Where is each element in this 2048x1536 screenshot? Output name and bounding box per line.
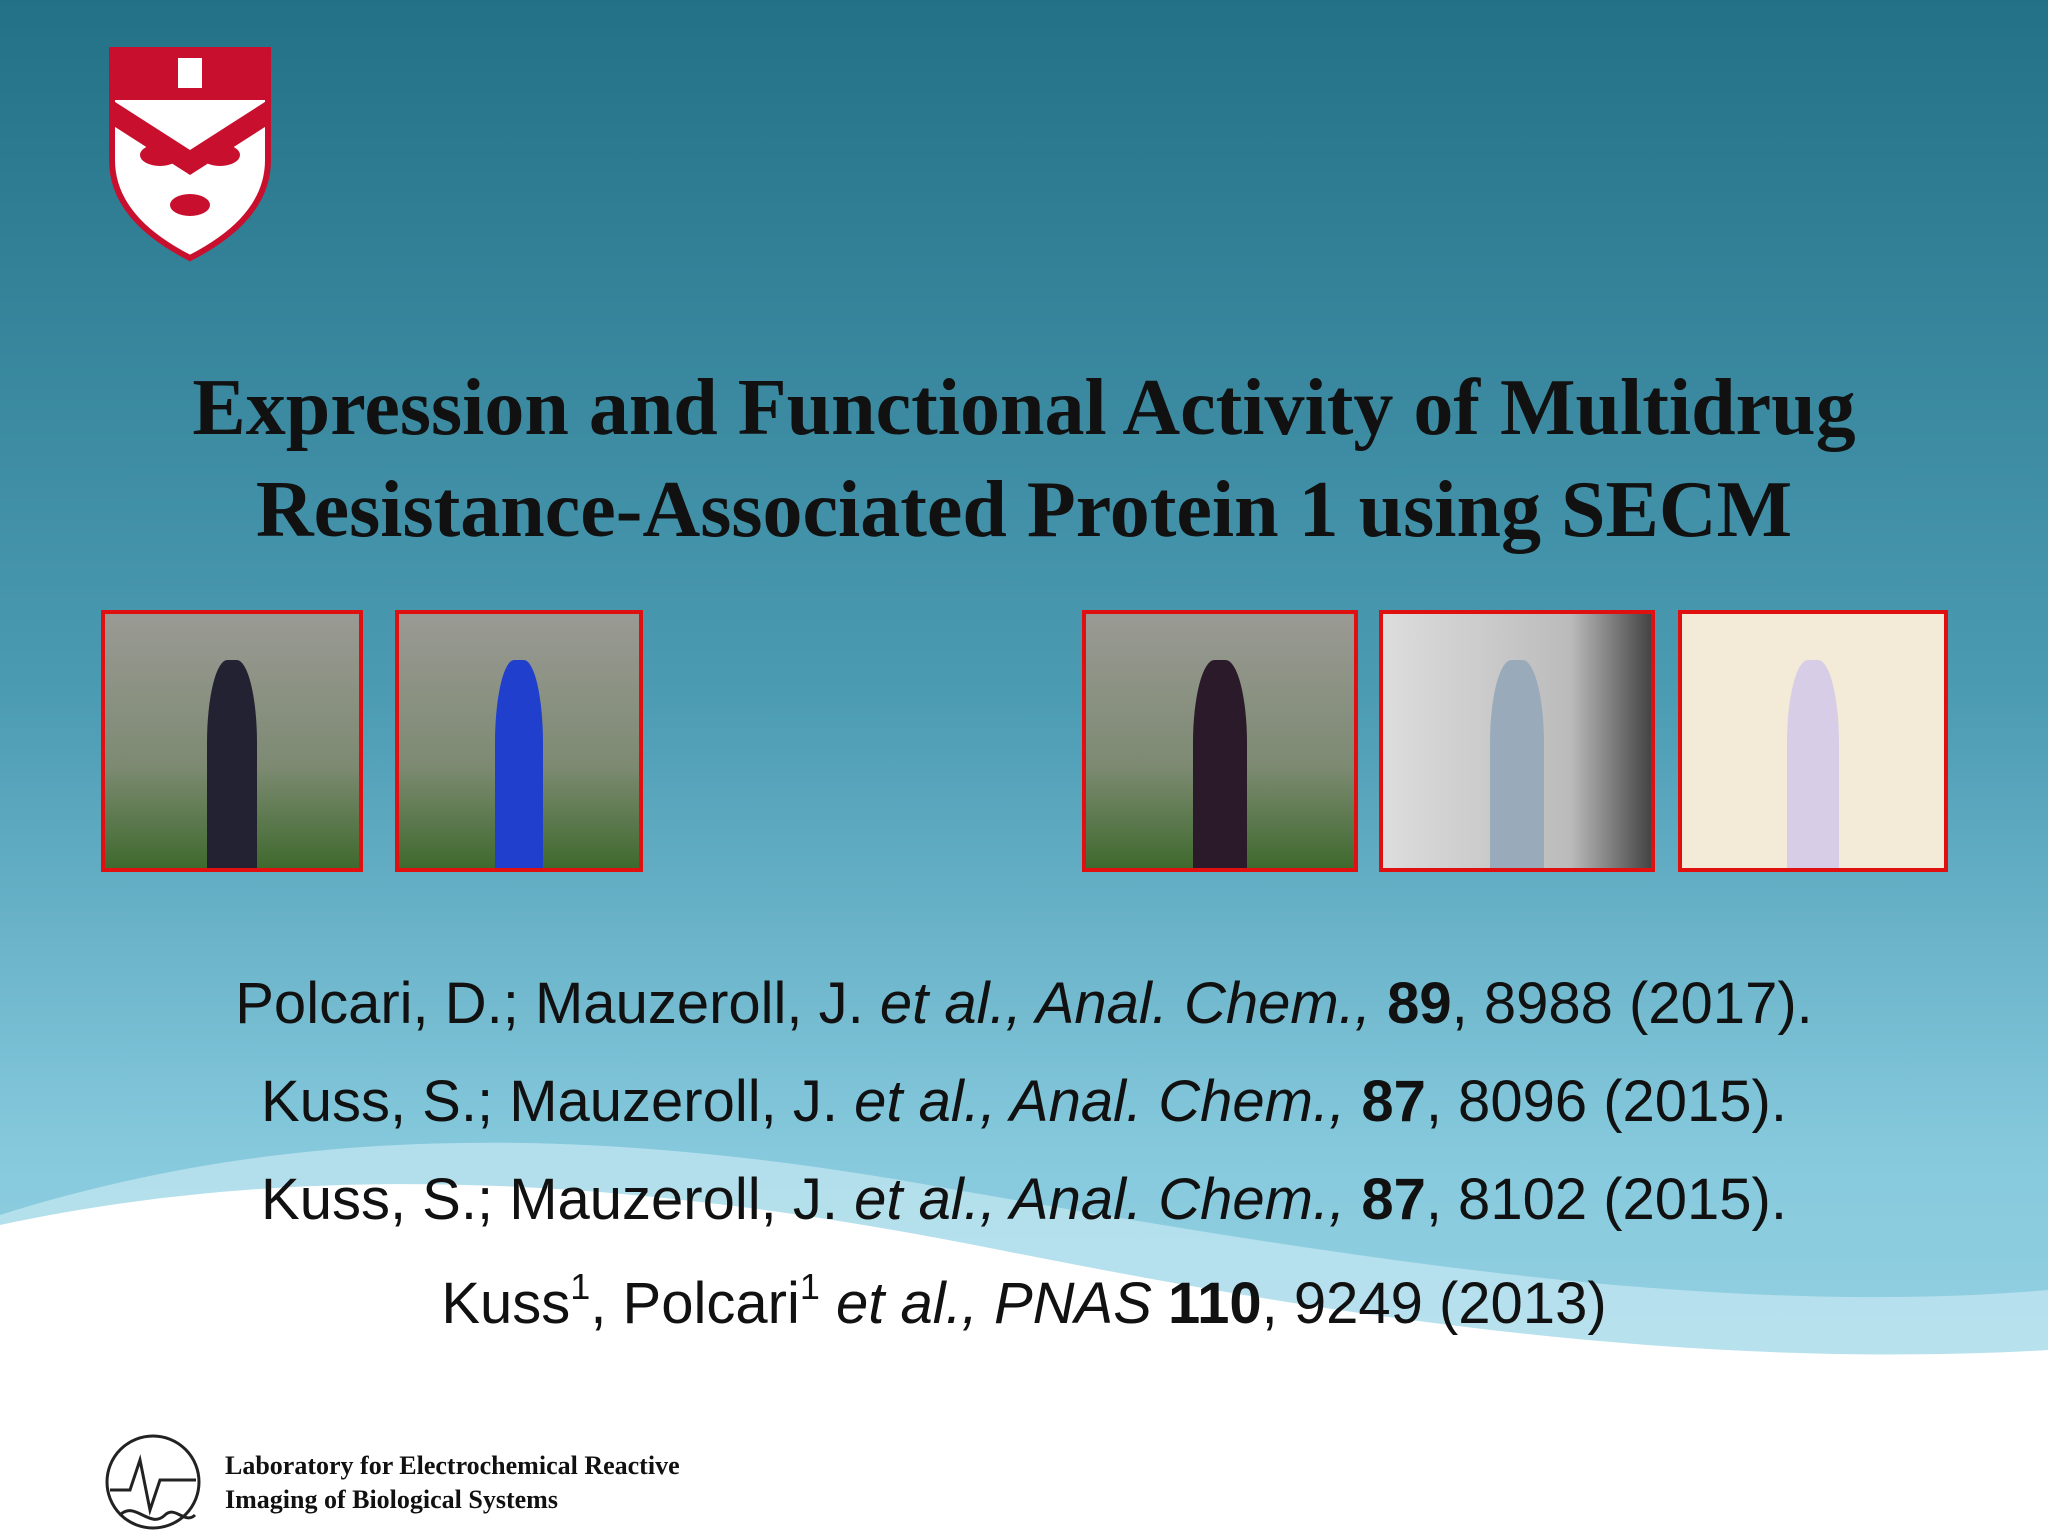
lab-name: Imaging of Biological Systems (225, 1485, 558, 1514)
reference-text: 87 (1361, 1069, 1426, 1134)
reference: Kuss, S.; Mauzeroll, J. et al., Anal. Ch… (0, 1171, 2048, 1229)
reference-text: Kuss, S.; Mauzeroll, J. (261, 1069, 855, 1134)
reference-text: , Polcari (590, 1271, 800, 1336)
reference: Polcari, D.; Mauzeroll, J. et al., Anal.… (0, 975, 2048, 1033)
photo (1082, 610, 1358, 872)
reference-text: Polcari, D.; Mauzeroll, J. (235, 971, 880, 1036)
lab-name: Laboratory for Electrochemical Reactive (225, 1451, 680, 1480)
reference-text: , 8096 (2015). (1425, 1069, 1787, 1134)
title-line: Expression and Functional Activity of Mu… (192, 364, 1856, 452)
reference-text: , 8102 (2015). (1425, 1167, 1787, 1232)
reference-text (1345, 1167, 1361, 1232)
reference-text: et al., Anal. Chem., (854, 1069, 1346, 1134)
reference-text: , 8988 (2017). (1451, 971, 1813, 1036)
reference: Kuss, S.; Mauzeroll, J. et al., Anal. Ch… (0, 1073, 2048, 1131)
photo (101, 610, 363, 872)
reference-text: et al., Anal. Chem., (854, 1167, 1346, 1232)
university-crest (109, 47, 271, 262)
reference-text (1152, 1271, 1168, 1336)
photo (395, 610, 643, 872)
reference-text: et al., PNAS (819, 1271, 1152, 1336)
reference-text: 1 (570, 1266, 591, 1307)
title-line: Resistance-Associated Protein 1 using SE… (255, 466, 1793, 554)
reference-text: Kuss, S.; Mauzeroll, J. (261, 1167, 855, 1232)
reference-text: et al., Anal. Chem., (879, 971, 1371, 1036)
photo (1678, 610, 1948, 872)
reference: Kuss1, Polcari1 et al., PNAS 110, 9249 (… (0, 1269, 2048, 1333)
reference-text: 1 (799, 1266, 820, 1307)
reference-text (1345, 1069, 1361, 1134)
reference-text: 89 (1387, 971, 1452, 1036)
reference-text: Kuss (441, 1271, 571, 1336)
reference-text: , 9249 (2013) (1261, 1271, 1607, 1336)
photo (1379, 610, 1655, 872)
reference-text: 87 (1361, 1167, 1426, 1232)
reference-text (1371, 971, 1387, 1036)
lab-logo (105, 1434, 201, 1530)
reference-text: 110 (1168, 1271, 1262, 1336)
